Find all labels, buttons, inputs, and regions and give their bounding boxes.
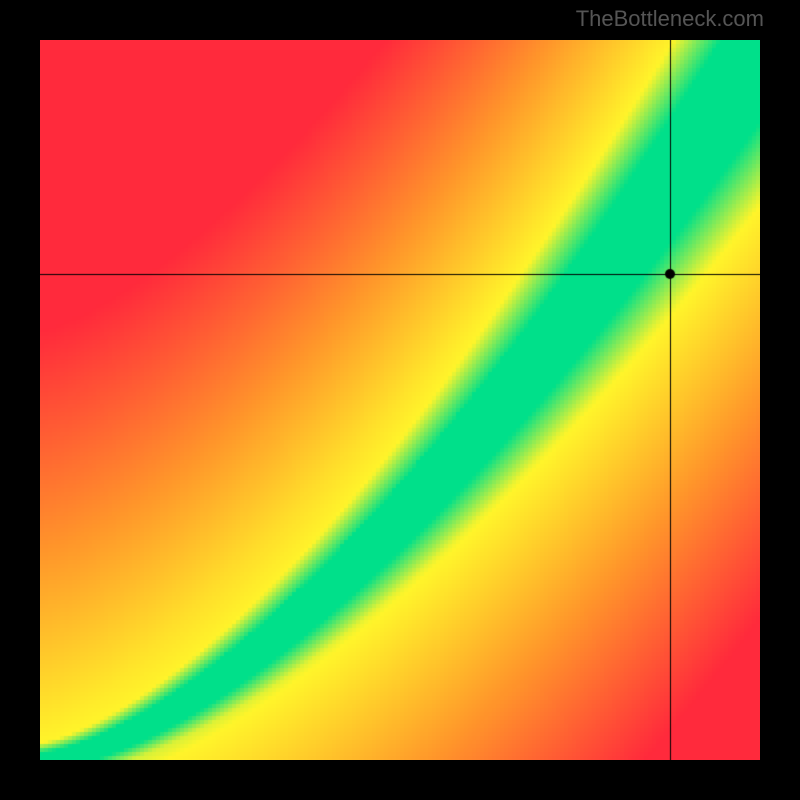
watermark-text: TheBottleneck.com <box>576 6 764 32</box>
chart-container: TheBottleneck.com <box>0 0 800 800</box>
bottleneck-heatmap <box>40 40 760 760</box>
